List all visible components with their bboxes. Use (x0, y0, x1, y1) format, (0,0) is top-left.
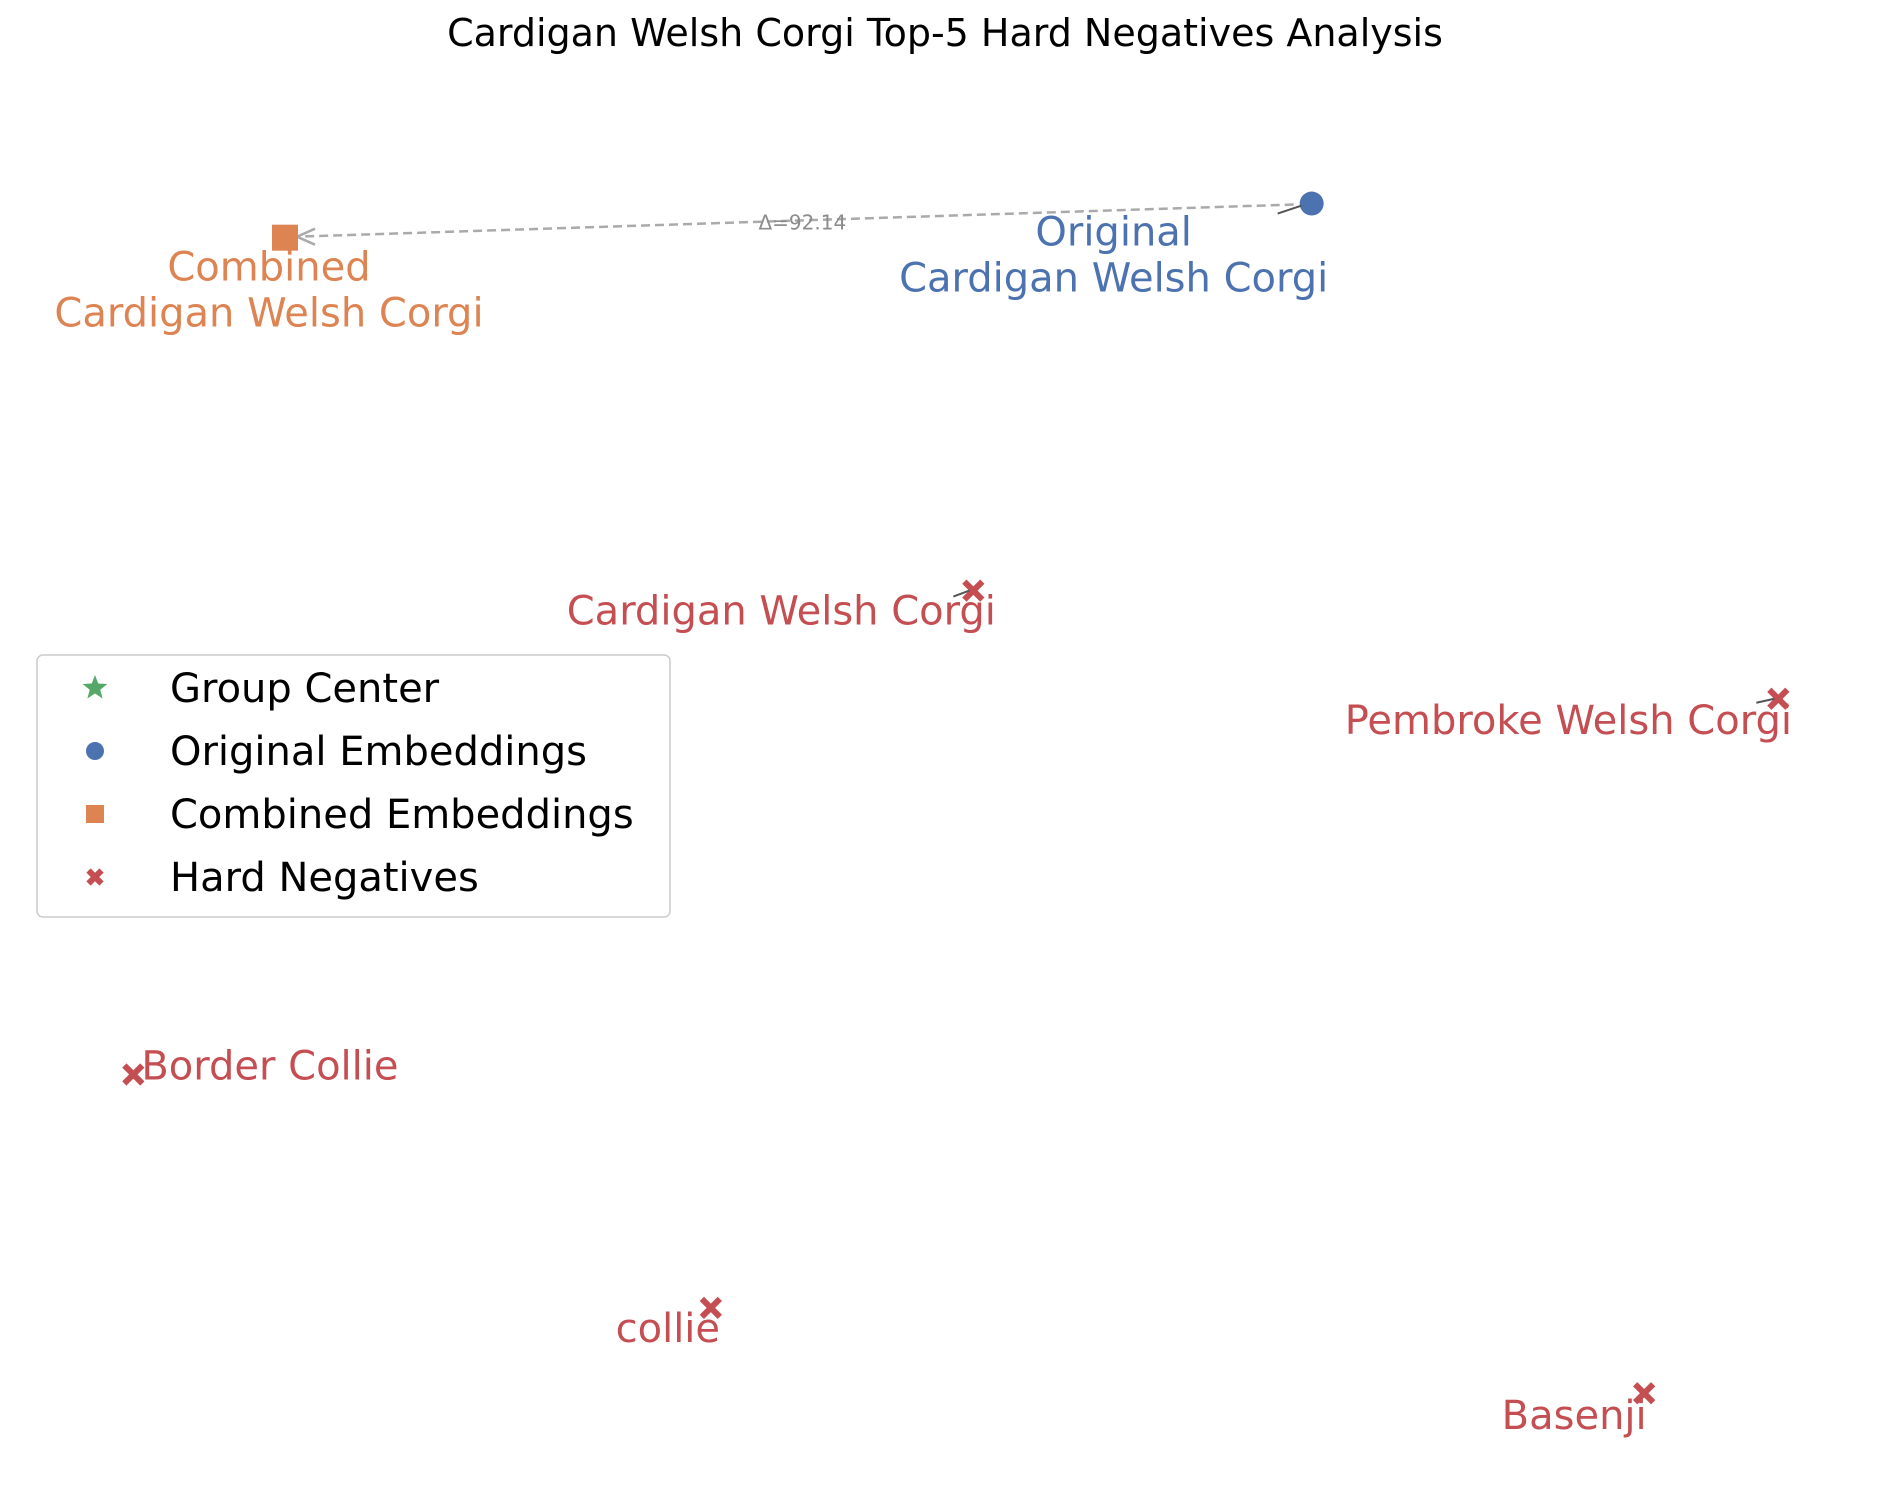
legend-label-original: Original Embeddings (170, 729, 587, 775)
shift-delta-label: Δ=92.14 (758, 211, 846, 235)
label-hard-negative-pembroke-welsh-corgi: Pembroke Welsh Corgi (1345, 698, 1792, 744)
legend-item-original: Original Embeddings (86, 729, 587, 775)
leader-original (1277, 204, 1302, 215)
point-hard-negative-pembroke-welsh-corgi (1767, 687, 1790, 710)
legend-label-negative: Hard Negatives (170, 855, 479, 901)
points-group (122, 191, 1790, 1405)
legend-label-combined: Combined Embeddings (170, 792, 634, 838)
legend-item-negative: Hard Negatives (86, 855, 479, 901)
label-combined: Combined Cardigan Welsh Corgi (54, 245, 483, 337)
legend-item-combined: Combined Embeddings (86, 792, 634, 838)
legend-x-icon (86, 868, 104, 886)
legend-circle-icon (86, 742, 104, 760)
legend-square-icon (86, 805, 104, 823)
point-hard-negative-border-collie (122, 1063, 145, 1086)
point-hard-negative-collie (699, 1296, 722, 1319)
legend-frame (36, 654, 671, 918)
point-original-embedding (1299, 191, 1324, 216)
legend: Group Center Original Embeddings Combined … (36, 654, 671, 918)
labels-group: Original Cardigan Welsh Corgi Combined Card… (54, 204, 1792, 1439)
legend-label-center: Group Center (170, 666, 440, 712)
label-hard-negative-cardigan-welsh-corgi: Cardigan Welsh Corgi (567, 589, 996, 635)
point-hard-negative-basenji (1633, 1382, 1656, 1405)
point-combined-embedding (272, 224, 298, 251)
label-hard-negative-basenji: Basenji (1502, 1393, 1647, 1439)
label-hard-negative-collie: collie (616, 1306, 720, 1352)
shift-arrow-line (296, 203, 1294, 238)
leader-pembroke-welsh-corgi (1756, 697, 1775, 704)
shift-arrow-group: Δ=92.14 (293, 203, 1294, 246)
legend-star-icon (82, 675, 108, 699)
legend-item-center: Group Center (82, 666, 440, 712)
chart-title: Cardigan Welsh Corgi Top-5 Hard Negative… (447, 11, 1443, 55)
label-hard-negative-border-collie: Border Collie (141, 1043, 398, 1089)
point-hard-negative-cardigan-welsh-corgi (962, 579, 985, 602)
leader-cardigan-welsh-corgi (952, 589, 970, 598)
label-original: Original Cardigan Welsh Corgi (899, 210, 1328, 302)
